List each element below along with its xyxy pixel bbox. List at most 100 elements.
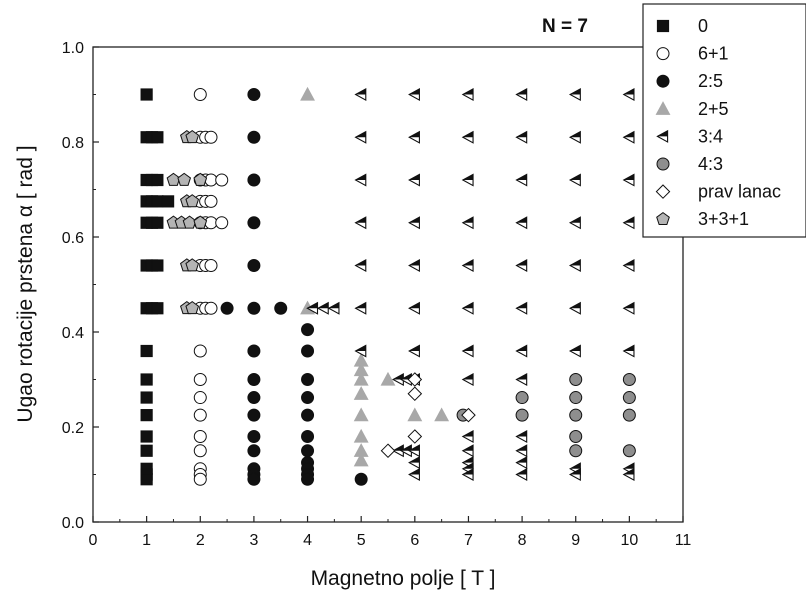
data-point-half bbox=[516, 174, 527, 180]
legend-items: 0 6+1 2:5 2+5 3:4 4:3 prav lanac 3+3+1 bbox=[655, 16, 781, 229]
data-point-half bbox=[516, 217, 527, 223]
data-point bbox=[247, 301, 261, 315]
y-tick-label: 0.4 bbox=[62, 325, 84, 342]
data-point bbox=[380, 371, 396, 386]
data-point bbox=[301, 430, 315, 443]
data-point-half bbox=[516, 345, 527, 351]
data-point bbox=[407, 407, 423, 422]
data-point-half bbox=[401, 445, 412, 451]
annotation-label: N = 7 bbox=[542, 16, 588, 37]
data-point bbox=[622, 373, 636, 386]
data-point bbox=[151, 173, 164, 187]
y-tick-label: 1.0 bbox=[62, 40, 84, 57]
data-point-half bbox=[462, 430, 474, 437]
data-point bbox=[300, 86, 315, 101]
series-1 bbox=[193, 88, 229, 486]
data-point bbox=[301, 344, 315, 358]
data-point-half bbox=[409, 445, 420, 451]
data-point-half bbox=[570, 468, 581, 475]
data-point bbox=[407, 429, 423, 444]
data-point bbox=[461, 407, 476, 423]
legend-label: 3+3+1 bbox=[698, 209, 749, 229]
data-point bbox=[354, 472, 368, 486]
data-point bbox=[220, 301, 234, 315]
data-point-half bbox=[462, 88, 474, 95]
data-point bbox=[301, 391, 315, 405]
x-tick-label: 1 bbox=[142, 532, 151, 549]
data-point bbox=[515, 408, 529, 422]
x-tick-label: 11 bbox=[675, 532, 692, 549]
legend-box bbox=[642, 3, 806, 238]
data-point bbox=[569, 391, 583, 405]
data-point-half bbox=[623, 302, 634, 309]
data-point bbox=[193, 88, 207, 101]
data-point bbox=[140, 373, 153, 386]
data-point-half bbox=[462, 345, 474, 351]
data-point-half bbox=[623, 259, 634, 266]
data-point-half bbox=[516, 88, 527, 95]
legend-swatch bbox=[656, 47, 670, 61]
data-point bbox=[353, 386, 369, 400]
legend-swatch bbox=[656, 157, 670, 171]
data-point-half bbox=[393, 373, 404, 380]
data-point bbox=[204, 259, 218, 272]
data-point-half bbox=[409, 302, 420, 309]
data-point-half bbox=[393, 445, 404, 451]
data-point bbox=[215, 216, 229, 230]
legend-swatch-half bbox=[657, 130, 668, 137]
legend-label: prav lanac bbox=[698, 182, 781, 202]
data-point bbox=[247, 216, 261, 230]
data-point bbox=[569, 430, 583, 443]
data-point-half bbox=[355, 131, 366, 138]
data-point bbox=[622, 444, 636, 458]
data-point bbox=[151, 259, 164, 272]
data-point bbox=[247, 259, 261, 272]
data-point bbox=[193, 391, 207, 405]
data-point-half bbox=[401, 373, 412, 380]
data-point-half bbox=[409, 259, 420, 266]
x-axis-ticks: 0 1 2 3 4 5 6 7 8 9 10 11 bbox=[89, 516, 692, 549]
data-point-half bbox=[355, 345, 366, 351]
data-point-half bbox=[328, 302, 339, 309]
data-point bbox=[247, 444, 261, 458]
series-7 bbox=[166, 130, 208, 315]
data-point-half bbox=[516, 457, 527, 463]
data-point bbox=[193, 344, 207, 358]
data-point bbox=[185, 130, 200, 144]
data-point bbox=[622, 391, 636, 405]
data-point bbox=[204, 216, 218, 230]
x-tick-label: 2 bbox=[196, 532, 205, 549]
data-point bbox=[301, 444, 315, 458]
data-point bbox=[247, 472, 261, 486]
data-point bbox=[193, 472, 207, 486]
data-point bbox=[193, 215, 208, 229]
data-point-half bbox=[462, 302, 474, 309]
data-point bbox=[185, 258, 200, 272]
data-point-half bbox=[516, 430, 527, 437]
data-point bbox=[622, 408, 636, 422]
data-point bbox=[204, 173, 218, 187]
data-point-half bbox=[409, 457, 420, 463]
data-point bbox=[193, 408, 207, 422]
data-point-half bbox=[570, 259, 581, 266]
data-point-half bbox=[462, 174, 474, 180]
series-6 bbox=[380, 372, 476, 459]
data-point bbox=[140, 430, 153, 443]
data-point bbox=[193, 172, 208, 186]
data-point bbox=[515, 391, 529, 405]
data-points bbox=[140, 86, 636, 486]
data-point-half bbox=[570, 174, 581, 180]
data-point bbox=[301, 408, 315, 422]
data-point-half bbox=[409, 88, 420, 95]
series-0 bbox=[140, 88, 175, 486]
data-point bbox=[193, 430, 207, 443]
data-point-half bbox=[355, 302, 366, 309]
data-point-half bbox=[570, 88, 581, 95]
data-point bbox=[204, 194, 218, 208]
legend-swatch bbox=[655, 184, 671, 199]
data-point-half bbox=[623, 88, 634, 95]
legend: 0 6+1 2:5 2+5 3:4 4:3 prav lanac 3+3+1 bbox=[642, 3, 806, 238]
data-point-half bbox=[623, 217, 634, 223]
x-tick-label: 9 bbox=[571, 532, 580, 549]
